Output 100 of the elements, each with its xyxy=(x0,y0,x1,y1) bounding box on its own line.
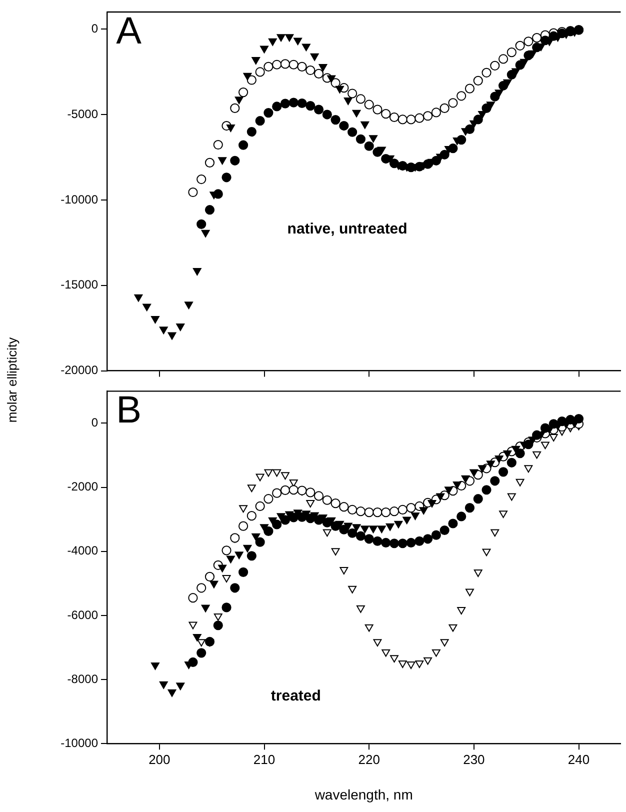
point xyxy=(192,268,202,276)
point xyxy=(506,48,516,58)
point xyxy=(238,140,248,150)
point xyxy=(431,530,441,540)
point xyxy=(276,34,286,42)
point xyxy=(494,90,504,98)
point xyxy=(344,98,352,105)
point xyxy=(381,508,391,518)
point xyxy=(230,156,240,166)
point xyxy=(494,456,504,463)
point xyxy=(234,552,244,560)
point xyxy=(330,115,340,125)
point xyxy=(134,294,143,302)
point xyxy=(288,60,298,70)
point xyxy=(356,94,366,104)
point xyxy=(213,620,223,630)
point xyxy=(448,624,458,632)
point xyxy=(490,60,500,70)
point xyxy=(168,332,176,340)
point xyxy=(431,108,441,118)
point xyxy=(364,624,374,632)
point xyxy=(516,478,524,486)
point xyxy=(268,38,277,46)
point xyxy=(151,316,160,324)
point xyxy=(381,538,391,548)
point xyxy=(461,475,470,483)
point xyxy=(280,98,290,108)
point xyxy=(159,326,168,334)
point xyxy=(394,520,403,528)
point xyxy=(256,474,264,482)
x-tick-label: 210 xyxy=(253,752,276,767)
point xyxy=(389,112,400,122)
point xyxy=(503,79,512,87)
point xyxy=(360,526,370,534)
point xyxy=(302,44,310,52)
point xyxy=(297,486,307,496)
point xyxy=(448,98,458,108)
point xyxy=(288,98,298,108)
point xyxy=(314,104,324,114)
y-tick-label: -8000 xyxy=(67,672,98,686)
point xyxy=(255,67,265,77)
point xyxy=(159,681,168,689)
annotation: B xyxy=(116,390,142,432)
point xyxy=(213,140,223,150)
point xyxy=(452,481,462,489)
point xyxy=(356,506,366,516)
point xyxy=(478,465,487,473)
point xyxy=(222,172,232,182)
point xyxy=(246,511,256,521)
y-tick-label: 0 xyxy=(91,416,98,430)
point xyxy=(348,586,357,594)
point xyxy=(230,103,240,113)
point xyxy=(507,493,516,501)
point xyxy=(466,588,474,596)
y-tick-label: 0 xyxy=(91,21,98,36)
point xyxy=(196,219,206,230)
point xyxy=(272,469,282,477)
point xyxy=(428,500,436,508)
point xyxy=(281,472,290,480)
y-tick-label: -5000 xyxy=(67,106,98,121)
point xyxy=(389,506,400,516)
point xyxy=(381,109,391,119)
y-tick-label: -15000 xyxy=(60,278,98,292)
point xyxy=(414,536,424,546)
point xyxy=(369,135,378,143)
point xyxy=(424,657,432,665)
point xyxy=(406,662,416,669)
annotation: treated xyxy=(270,687,321,704)
point xyxy=(310,53,319,61)
point xyxy=(464,84,475,94)
point xyxy=(515,40,525,50)
y-tick-label: -20000 xyxy=(60,363,98,378)
point xyxy=(456,91,466,101)
point xyxy=(419,507,428,515)
point xyxy=(490,476,500,486)
point xyxy=(322,529,332,537)
point xyxy=(364,534,374,544)
point xyxy=(272,488,282,498)
y-tick-label: -10000 xyxy=(60,192,98,206)
point xyxy=(503,450,512,458)
point xyxy=(473,76,483,86)
point xyxy=(336,86,344,94)
point xyxy=(524,465,533,473)
point xyxy=(252,57,260,64)
x-tick-label: 230 xyxy=(463,752,485,767)
point xyxy=(532,33,542,43)
point xyxy=(574,414,584,424)
point xyxy=(210,580,218,588)
point xyxy=(238,567,248,578)
point xyxy=(322,495,332,505)
point xyxy=(297,62,307,72)
point xyxy=(285,34,294,42)
point xyxy=(364,100,374,110)
point xyxy=(348,88,358,98)
point xyxy=(188,187,198,198)
point xyxy=(486,102,495,110)
point xyxy=(520,58,528,66)
point xyxy=(423,111,433,121)
y-tick-label: -2000 xyxy=(67,480,98,494)
point xyxy=(264,62,274,72)
